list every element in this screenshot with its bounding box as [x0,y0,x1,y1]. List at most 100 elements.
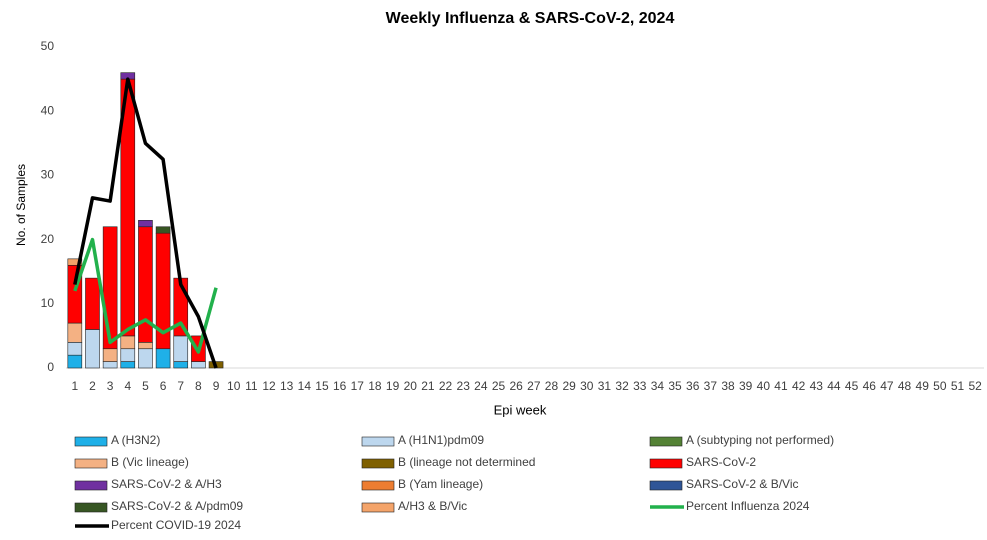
bar-segment [67,322,83,343]
bar-segment [120,335,136,350]
x-tick-label: 5 [142,379,149,393]
x-tick-label: 18 [368,379,382,393]
legend-swatch [361,458,395,469]
legend-label: B (Vic lineage) [111,455,189,469]
x-tick-label: 35 [668,379,682,393]
legend-label: A (H1N1)pdm09 [398,433,484,447]
x-tick-label: 8 [195,379,202,393]
x-tick-label: 21 [421,379,435,393]
x-tick-label: 9 [213,379,220,393]
x-tick-label: 11 [245,379,258,393]
legend-label: A/H3 & B/Vic [398,499,467,513]
y-tick-label: 0 [47,360,54,374]
x-tick-label: 38 [721,379,735,393]
legend-label: A (H3N2) [111,433,160,447]
bar-segment [155,348,171,369]
x-tick-label: 20 [404,379,418,393]
legend-label: SARS-CoV-2 & A/pdm09 [111,499,243,513]
legend-swatch [361,502,395,513]
x-tick-label: 16 [333,379,347,393]
legend-swatch [649,458,683,469]
x-tick-label: 4 [124,379,131,393]
bar-segment [67,258,83,266]
y-axis-label: No. of Samples [14,164,28,246]
x-tick-label: 44 [827,379,841,393]
bar-segment [120,361,136,369]
x-tick-label: 32 [615,379,629,393]
x-tick-label: 6 [160,379,167,393]
bar-segment [120,348,136,362]
x-tick-label: 31 [598,379,612,393]
x-tick-label: 30 [580,379,594,393]
x-tick-label: 24 [474,379,488,393]
legend-swatch [74,458,108,469]
x-tick-label: 7 [177,379,184,393]
x-tick-label: 50 [933,379,947,393]
x-tick-label: 27 [527,379,541,393]
x-tick-label: 26 [509,379,523,393]
bar-segment [67,342,83,356]
bar-segment [67,354,83,369]
x-axis-label: Epi week [494,402,547,417]
line-series [73,237,218,354]
x-tick-label: 39 [739,379,753,393]
legend-label: B (lineage not determined [398,455,535,469]
bar-segment [138,342,153,350]
x-tick-label: 46 [863,379,877,393]
bar-segment [85,329,100,369]
bar-segment [155,226,171,234]
legend-swatch [74,480,108,491]
legend-label: SARS-CoV-2 & A/H3 [111,477,222,491]
legend-label: Percent Influenza 2024 [686,499,810,513]
x-tick-label: 45 [845,379,859,393]
x-tick-label: 17 [351,379,365,393]
x-tick-label: 14 [298,379,312,393]
y-tick-label: 30 [41,168,55,182]
bar-segment [85,277,100,330]
y-tick-label: 10 [41,296,55,310]
bar-segment [173,335,189,362]
x-tick-label: 48 [898,379,912,393]
legend-label: SARS-CoV-2 & B/Vic [686,477,799,491]
x-tick-label: 40 [757,379,771,393]
legend-label: A (subtyping not performed) [686,433,834,447]
x-tick-label: 36 [686,379,700,393]
legend-swatch [649,436,683,447]
chart-title: Weekly Influenza & SARS-CoV-2, 2024 [386,10,675,27]
bar-segment [173,361,189,369]
x-tick-label: 51 [951,379,965,393]
legend-swatch [361,480,395,491]
bar-segment [102,226,118,350]
legend-label: B (Yam lineage) [398,477,483,491]
x-tick-label: 2 [89,379,96,393]
x-tick-label: 29 [562,379,576,393]
bar-segment [102,361,118,369]
x-tick-label: 43 [810,379,824,393]
legend-label: SARS-CoV-2 [686,455,756,469]
legend-swatch [649,480,683,491]
legend-swatch [74,436,108,447]
x-tick-label: 34 [651,379,665,393]
legend-swatch [361,436,395,447]
x-tick-label: 3 [107,379,114,393]
y-tick-label: 50 [41,39,55,53]
x-tick-label: 37 [704,379,718,393]
bar-segment [191,361,206,369]
y-tick-label: 20 [41,232,55,246]
bar-segment [102,348,118,362]
bar-segment [138,220,153,228]
x-tick-label: 1 [71,379,78,393]
x-tick-label: 28 [545,379,559,393]
x-tick-label: 10 [227,379,241,393]
x-tick-label: 49 [916,379,930,393]
x-tick-label: 15 [315,379,329,393]
x-tick-label: 19 [386,379,400,393]
x-tick-label: 42 [792,379,806,393]
x-tick-label: 52 [968,379,982,393]
x-tick-label: 33 [633,379,647,393]
x-tick-label: 23 [457,379,471,393]
legend-swatch [74,502,108,513]
line-series [73,77,218,369]
